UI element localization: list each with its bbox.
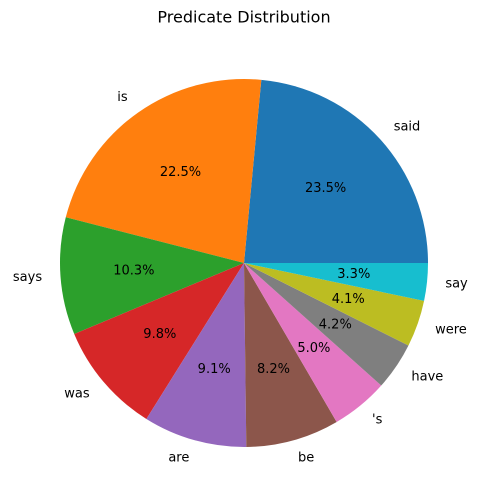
category-label: said <box>394 119 421 134</box>
value-label: 8.2% <box>257 362 290 377</box>
value-label: 22.5% <box>160 165 201 180</box>
category-label: says <box>13 270 42 285</box>
category-label: 's <box>372 412 383 427</box>
category-label: be <box>298 451 314 466</box>
value-label: 9.1% <box>198 362 231 377</box>
pie-wedge <box>146 263 247 447</box>
chart-title: Predicate Distribution <box>157 8 330 27</box>
pie-wedge <box>244 263 428 301</box>
category-label: is <box>117 90 128 105</box>
pie-wedge <box>60 217 245 334</box>
pie-wedge <box>244 263 425 346</box>
category-label: are <box>168 450 189 465</box>
category-label: say <box>445 276 468 291</box>
category-label: were <box>435 322 467 337</box>
category-label: was <box>64 386 90 401</box>
value-label: 4.2% <box>319 318 352 333</box>
pie-wedge <box>65 79 262 263</box>
pie-wedge <box>244 79 428 264</box>
value-label: 9.8% <box>143 327 176 342</box>
pie-wedge <box>244 263 337 447</box>
value-label: 4.1% <box>332 292 365 307</box>
value-label: 10.3% <box>113 263 154 278</box>
value-label: 3.3% <box>337 267 370 282</box>
category-label: have <box>411 369 443 384</box>
value-label: 23.5% <box>305 181 346 196</box>
pie-wedge <box>244 263 409 386</box>
pie-wedge <box>74 263 245 419</box>
pie-wedge <box>244 263 382 422</box>
value-label: 5.0% <box>297 341 330 356</box>
